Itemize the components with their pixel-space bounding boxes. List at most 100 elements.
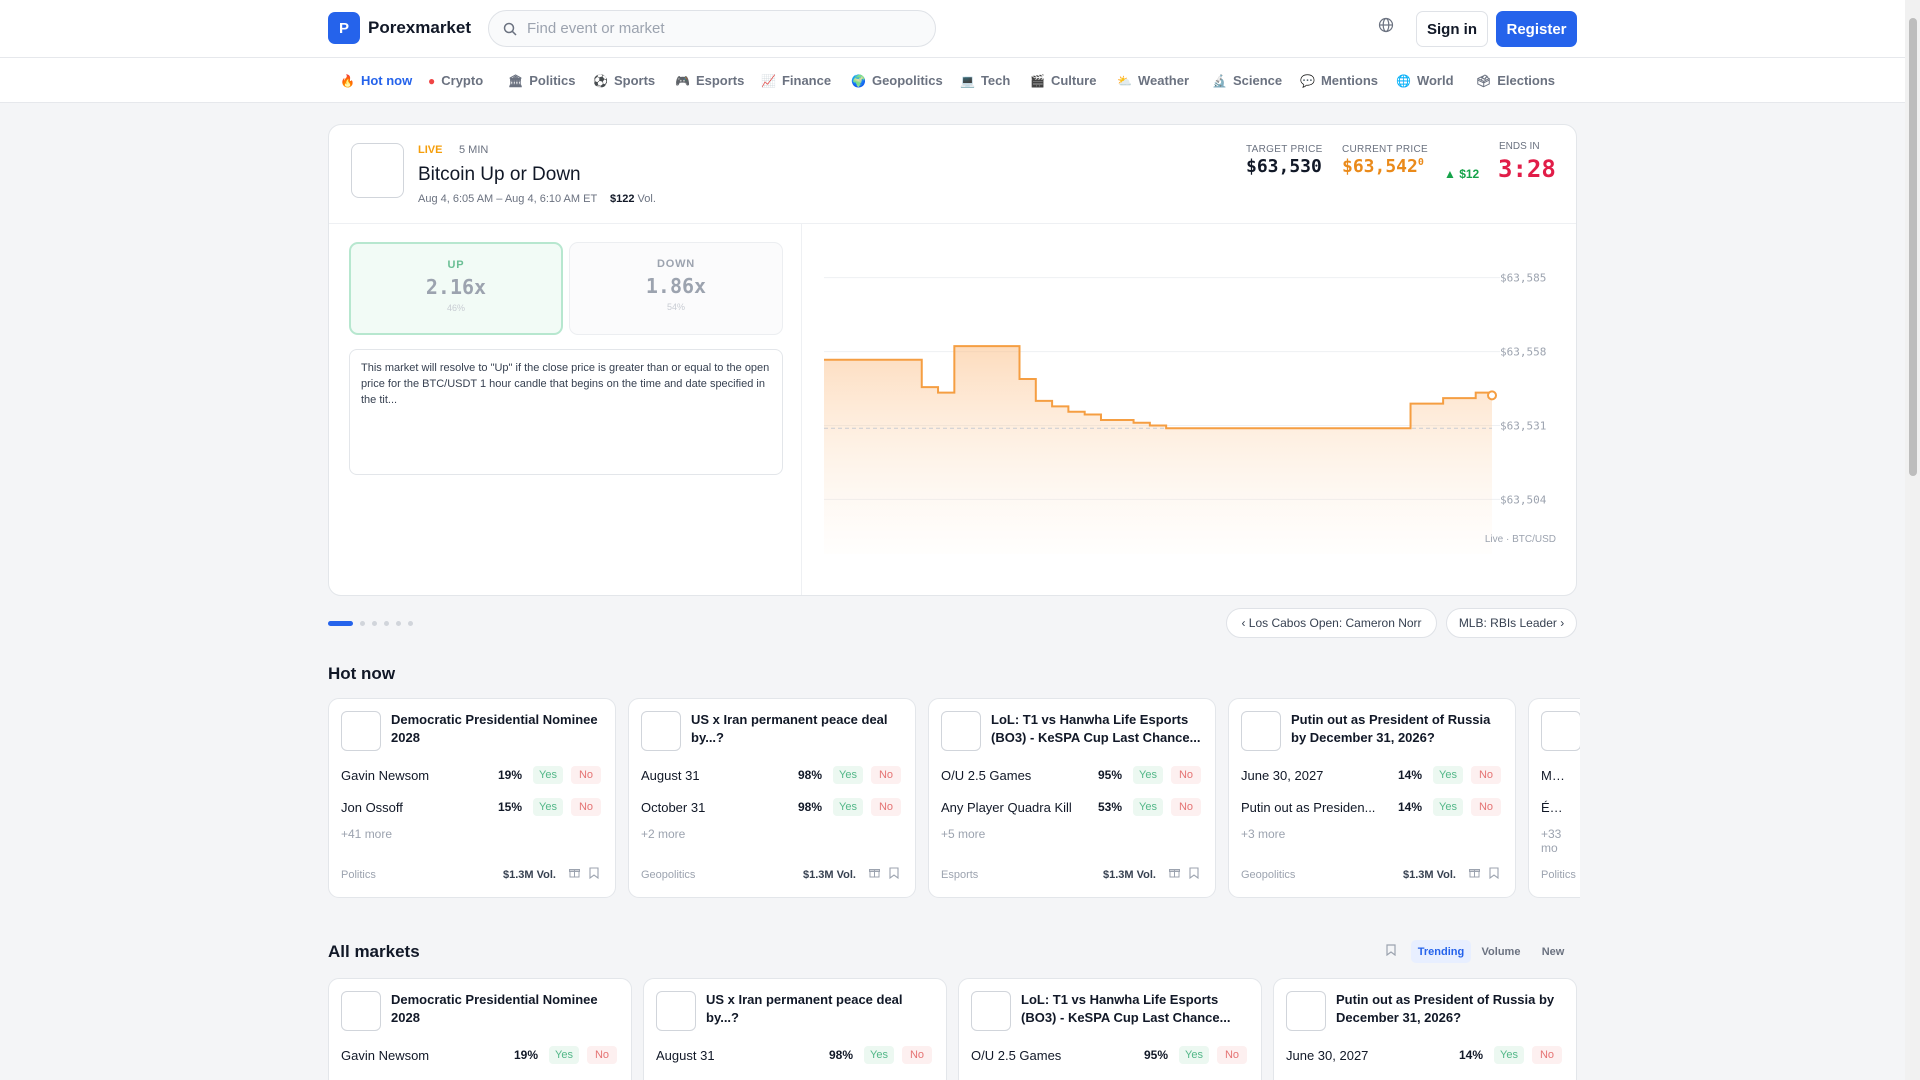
market-title[interactable]: US x Iran permanent peace deal by...? [691, 712, 888, 745]
yes-button[interactable]: Yes [549, 1046, 579, 1064]
no-button[interactable]: No [1171, 766, 1201, 784]
outcome-row[interactable]: Jon Ossoff 15% Yes No [341, 797, 605, 817]
yes-button[interactable]: Yes [1433, 766, 1463, 784]
market-title[interactable]: Democratic Presidential Nominee 2028 [391, 712, 598, 745]
category-tab-geopolitics[interactable]: 🌍 Geopolitics [851, 58, 943, 103]
gift-icon[interactable] [1469, 867, 1480, 881]
category-tab-sports[interactable]: ⚽ Sports [593, 58, 655, 103]
no-button[interactable]: No [571, 798, 601, 816]
outcome-row[interactable]: Gavin Newsom 19% Yes No [341, 1045, 621, 1065]
no-button[interactable]: No [902, 1046, 932, 1064]
market-card[interactable]: US x Iran permanent peace deal by...? Aug… [643, 978, 947, 1080]
sort-tab-trending[interactable]: Trending [1411, 940, 1471, 963]
hot-market-card[interactable]: US x Iran permanent peace deal by...? Aug… [628, 698, 916, 898]
featured-market-card[interactable]: LIVE 5 MIN Bitcoin Up or Down Aug 4, 6:0… [328, 124, 1577, 596]
outcome-row[interactable]: O/U 2.5 Games 95% Yes No [971, 1045, 1251, 1065]
globe-icon[interactable] [1378, 17, 1394, 36]
bookmark-filter-icon[interactable] [1386, 944, 1396, 959]
yes-button[interactable]: Yes [1494, 1046, 1524, 1064]
carousel-dot[interactable] [408, 621, 413, 626]
up-option[interactable]: UP 2.16x 46% [349, 242, 563, 335]
hot-market-card[interactable]: LoL: T1 vs Hanwha Life Esports (BO3) - K… [928, 698, 1216, 898]
hot-market-card[interactable]: Marine Édoua +33 mo Politics [1528, 698, 1580, 898]
no-button[interactable]: No [1471, 798, 1501, 816]
yes-button[interactable]: Yes [864, 1046, 894, 1064]
sort-tab-volume[interactable]: Volume [1481, 945, 1521, 958]
yes-button[interactable]: Yes [1433, 798, 1463, 816]
yes-button[interactable]: Yes [1133, 766, 1163, 784]
yes-button[interactable]: Yes [1133, 798, 1163, 816]
yes-button[interactable]: Yes [1179, 1046, 1209, 1064]
no-button[interactable]: No [1471, 766, 1501, 784]
register-button[interactable]: Register [1496, 11, 1577, 47]
search-box[interactable] [488, 10, 936, 47]
bookmark-icon[interactable] [889, 867, 899, 882]
no-button[interactable]: No [587, 1046, 617, 1064]
search-input[interactable] [527, 20, 907, 37]
category-tab-esports[interactable]: 🎮 Esports [675, 58, 744, 103]
no-button[interactable]: No [1532, 1046, 1562, 1064]
hot-market-card[interactable]: Democratic Presidential Nominee 2028 Gavi… [328, 698, 616, 898]
more-outcomes-link[interactable]: +2 more [641, 827, 686, 841]
yes-button[interactable]: Yes [833, 798, 863, 816]
sort-tab-new[interactable]: New [1541, 945, 1565, 958]
no-button[interactable]: No [871, 766, 901, 784]
no-button[interactable]: No [571, 766, 601, 784]
category-tab-science[interactable]: 🔬 Science [1212, 58, 1282, 103]
no-button[interactable]: No [871, 798, 901, 816]
sign-in-button[interactable]: Sign in [1416, 11, 1488, 47]
outcome-row[interactable]: Putin out as Presiden... 14% Yes No [1241, 797, 1505, 817]
carousel-dot[interactable] [384, 621, 389, 626]
outcome-row[interactable]: Gavin Newsom 19% Yes No [341, 765, 605, 785]
category-tab-mentions[interactable]: 💬 Mentions [1300, 58, 1378, 103]
outcome-row[interactable]: October 31 98% Yes No [641, 797, 905, 817]
outcome-row[interactable]: Édoua [1541, 797, 1569, 817]
market-title[interactable]: US x Iran permanent peace deal by...? [706, 992, 903, 1025]
outcome-row[interactable]: June 30, 2027 14% Yes No [1241, 765, 1505, 785]
category-tab-crypto[interactable]: ● Crypto [428, 58, 483, 103]
carousel-prev-button[interactable]: ‹ Los Cabos Open: Cameron Norr [1226, 608, 1437, 638]
more-outcomes-link[interactable]: +5 more [941, 827, 986, 841]
market-card[interactable]: LoL: T1 vs Hanwha Life Esports (BO3) - K… [958, 978, 1262, 1080]
page-scrollbar[interactable] [1905, 0, 1920, 1080]
scrollbar-thumb[interactable] [1909, 18, 1917, 476]
category-tab-weather[interactable]: ⛅ Weather [1117, 58, 1189, 103]
yes-button[interactable]: Yes [833, 766, 863, 784]
carousel-dot[interactable] [372, 621, 377, 626]
carousel-dot[interactable] [396, 621, 401, 626]
category-tab-elections[interactable]: 🗳 Elections [1476, 58, 1555, 103]
category-tab-culture[interactable]: 🎬 Culture [1030, 58, 1096, 103]
no-button[interactable]: No [1171, 798, 1201, 816]
brand-name[interactable]: Porexmarket [368, 18, 472, 37]
category-tab-hot-now[interactable]: 🔥 Hot now [340, 58, 412, 103]
market-card[interactable]: Democratic Presidential Nominee 2028 Gavi… [328, 978, 632, 1080]
yes-button[interactable]: Yes [533, 766, 563, 784]
gift-icon[interactable] [569, 867, 580, 881]
market-title[interactable]: Putin out as President of Russia by Dece… [1336, 992, 1555, 1025]
carousel-next-button[interactable]: MLB: RBIs Leader › [1446, 608, 1577, 638]
category-tab-finance[interactable]: 📈 Finance [761, 58, 831, 103]
market-title[interactable]: Putin out as President of Russia by Dece… [1291, 712, 1491, 745]
market-title[interactable]: LoL: T1 vs Hanwha Life Esports (BO3) - K… [991, 712, 1201, 745]
outcome-row[interactable]: O/U 2.5 Games 95% Yes No [941, 765, 1205, 785]
market-title[interactable]: LoL: T1 vs Hanwha Life Esports (BO3) - K… [1021, 992, 1231, 1025]
bookmark-icon[interactable] [1189, 867, 1199, 882]
category-tab-politics[interactable]: 🏛 Politics [508, 58, 575, 103]
category-tab-world[interactable]: 🌐 World [1396, 58, 1454, 103]
no-button[interactable]: No [1217, 1046, 1247, 1064]
market-title[interactable]: Democratic Presidential Nominee 2028 [391, 992, 598, 1025]
bookmark-icon[interactable] [1489, 867, 1499, 882]
carousel-dot[interactable] [328, 621, 353, 626]
carousel-dot[interactable] [360, 621, 365, 626]
more-outcomes-link[interactable]: +41 more [341, 827, 393, 841]
outcome-row[interactable]: August 31 98% Yes No [656, 1045, 936, 1065]
gift-icon[interactable] [869, 867, 880, 881]
outcome-row[interactable]: Marine [1541, 765, 1569, 785]
outcome-row[interactable]: Any Player Quadra Kill 53% Yes No [941, 797, 1205, 817]
bookmark-icon[interactable] [589, 867, 599, 882]
logo-icon[interactable]: P [328, 12, 360, 44]
down-option[interactable]: DOWN 1.86x 54% [569, 242, 783, 335]
market-card[interactable]: Putin out as President of Russia by Dece… [1273, 978, 1577, 1080]
outcome-row[interactable]: August 31 98% Yes No [641, 765, 905, 785]
more-outcomes-link[interactable]: +33 mo [1541, 827, 1562, 855]
